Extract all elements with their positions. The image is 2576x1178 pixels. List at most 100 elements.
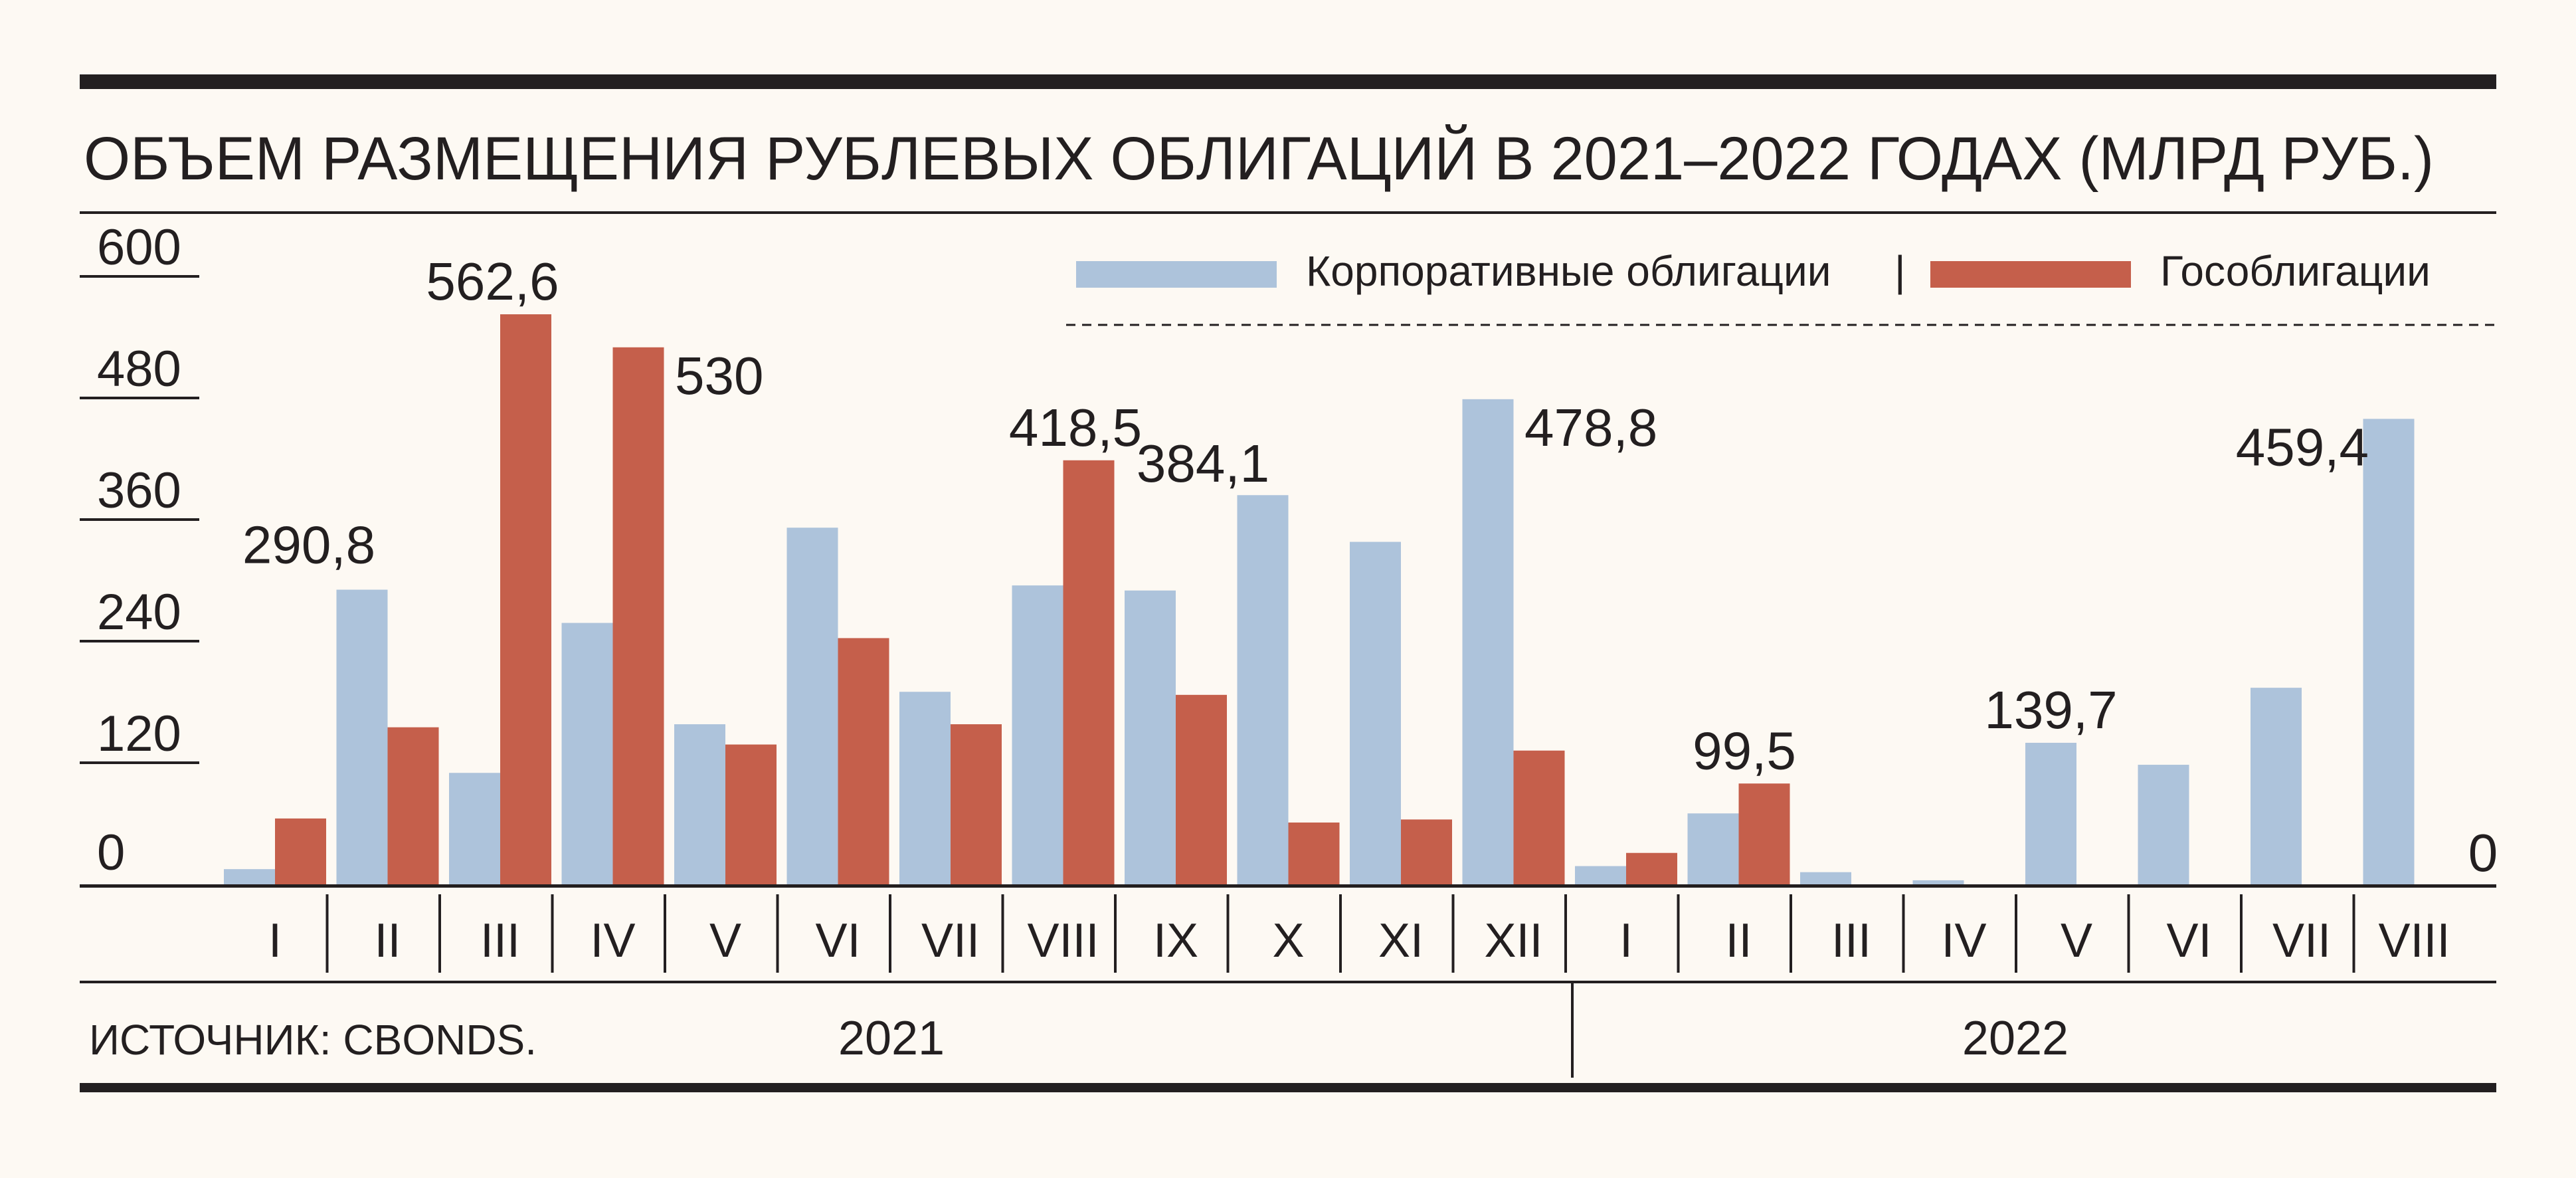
x-separator — [551, 894, 554, 973]
year-label: 2022 — [1962, 1012, 2069, 1065]
data-label: 290,8 — [242, 516, 375, 575]
y-axis: 0 120 240 360 480 600 — [80, 219, 199, 881]
x-tick-label: VI — [815, 914, 860, 967]
x-tick-label: II — [1725, 914, 1752, 967]
baseline — [80, 884, 2496, 888]
x-tick-label: VI — [2166, 914, 2211, 967]
x-separator — [2240, 894, 2243, 973]
y-tick-line — [80, 397, 199, 399]
data-label: 384,1 — [1137, 434, 1269, 493]
x-tick-label: IV — [590, 914, 635, 967]
month-row-rule — [80, 981, 2496, 983]
y-tick-line — [80, 518, 199, 521]
bar-corporate — [1012, 585, 1063, 884]
x-separator — [889, 894, 891, 973]
bar-gov — [275, 818, 326, 884]
x-tick-label: VIII — [2378, 914, 2450, 967]
bar-gov — [387, 727, 439, 884]
bar-gov — [1626, 852, 1677, 884]
x-separator — [1790, 894, 1792, 973]
x-separator — [2352, 894, 2355, 973]
x-separator — [1226, 894, 1230, 973]
legend-swatch-gov — [1930, 261, 2131, 288]
x-separator — [1001, 894, 1004, 973]
bars — [224, 314, 2415, 884]
x-axis: I II III IV V VI VII VIII IX X XI XII I II III IV V VI VII… — [268, 894, 2450, 973]
x-tick-label: II — [374, 914, 401, 967]
x-tick-label: III — [1831, 914, 1871, 967]
x-tick-label: X — [1272, 914, 1304, 967]
bar-gov — [1176, 694, 1227, 884]
legend-label-gov: Гособлигации — [2160, 247, 2431, 295]
x-separator — [438, 894, 441, 973]
bar-corporate — [786, 528, 838, 884]
legend: Корпоративные облигации | Гособлигации — [1076, 247, 2431, 295]
x-separator — [776, 894, 779, 973]
y-tick-label: 360 — [97, 462, 181, 519]
x-separator — [1902, 894, 1905, 973]
title-underline — [80, 211, 2496, 214]
x-separator — [1451, 894, 1455, 973]
x-separator — [325, 894, 329, 973]
data-label: 530 — [675, 346, 763, 405]
top-rule-thick — [80, 74, 2496, 89]
x-separator — [1339, 894, 1342, 973]
bar-corporate — [1575, 866, 1626, 884]
data-label: 139,7 — [1984, 680, 2117, 739]
bar-gov — [1288, 822, 1340, 884]
bar-gov — [1401, 819, 1452, 884]
bar-corporate — [899, 692, 951, 884]
x-tick-label: XI — [1378, 914, 1424, 967]
x-separator — [1677, 894, 1680, 973]
bar-gov — [612, 347, 664, 884]
x-tick-label: VII — [921, 914, 980, 967]
bar-corporate — [224, 869, 275, 884]
data-label: 99,5 — [1693, 721, 1796, 780]
bottom-rule-thick — [80, 1083, 2496, 1092]
data-label: 562,6 — [426, 252, 559, 311]
legend-label-corporate: Корпоративные облигации — [1306, 247, 1831, 295]
x-tick-label: VII — [2272, 914, 2331, 967]
y-tick-line — [80, 761, 199, 764]
bar-corporate — [1125, 590, 1176, 884]
bar-gov — [951, 724, 1002, 884]
bar-corporate — [1350, 541, 1401, 884]
bar-corporate — [2251, 688, 2302, 884]
y-tick-label: 240 — [97, 584, 181, 640]
x-separator — [2127, 894, 2130, 973]
y-tick-label: 120 — [97, 706, 181, 762]
year-divider — [1571, 983, 1574, 1078]
bar-gov — [1063, 460, 1115, 884]
bar-gov — [838, 638, 889, 884]
bar-gov — [725, 744, 777, 884]
legend-separator: | — [1894, 247, 1906, 295]
chart-title: ОБЪЕМ РАЗМЕЩЕНИЯ РУБЛЕВЫХ ОБЛИГАЦИЙ В 20… — [84, 124, 2434, 193]
x-tick-label: V — [709, 914, 741, 967]
bar-corporate — [1912, 880, 1964, 884]
data-label: 418,5 — [1009, 398, 1142, 457]
x-separator — [1114, 894, 1117, 973]
bar-gov — [1738, 783, 1790, 884]
data-label: 478,8 — [1524, 398, 1657, 457]
bar-corporate — [1687, 813, 1739, 884]
bar-corporate — [2138, 765, 2189, 884]
y-tick-label: 600 — [97, 219, 181, 276]
x-tick-label: XII — [1484, 914, 1542, 967]
bar-corporate — [336, 589, 388, 884]
y-tick-line — [80, 640, 199, 642]
bar-corporate — [2363, 419, 2415, 884]
bar-gov — [1513, 750, 1565, 884]
y-tick-label: 0 — [97, 825, 125, 881]
data-label: 459,4 — [2236, 417, 2369, 476]
x-separator — [2015, 894, 2017, 973]
bar-corporate — [2025, 742, 2076, 884]
legend-swatch-corporate — [1076, 261, 1277, 288]
y-tick-label: 480 — [97, 341, 181, 397]
x-separator — [1564, 894, 1567, 973]
x-tick-label: IX — [1153, 914, 1198, 967]
x-separator — [664, 894, 666, 973]
bar-corporate — [674, 724, 725, 884]
